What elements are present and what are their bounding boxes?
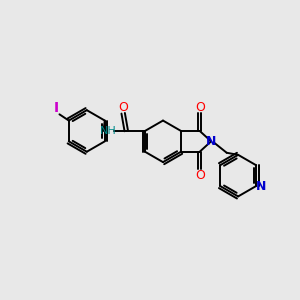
Text: N: N — [256, 179, 266, 193]
Text: I: I — [53, 101, 58, 115]
Text: N: N — [206, 135, 216, 148]
Text: O: O — [195, 169, 205, 182]
Text: O: O — [118, 101, 128, 114]
Text: O: O — [195, 101, 205, 114]
Text: NH: NH — [100, 126, 117, 136]
